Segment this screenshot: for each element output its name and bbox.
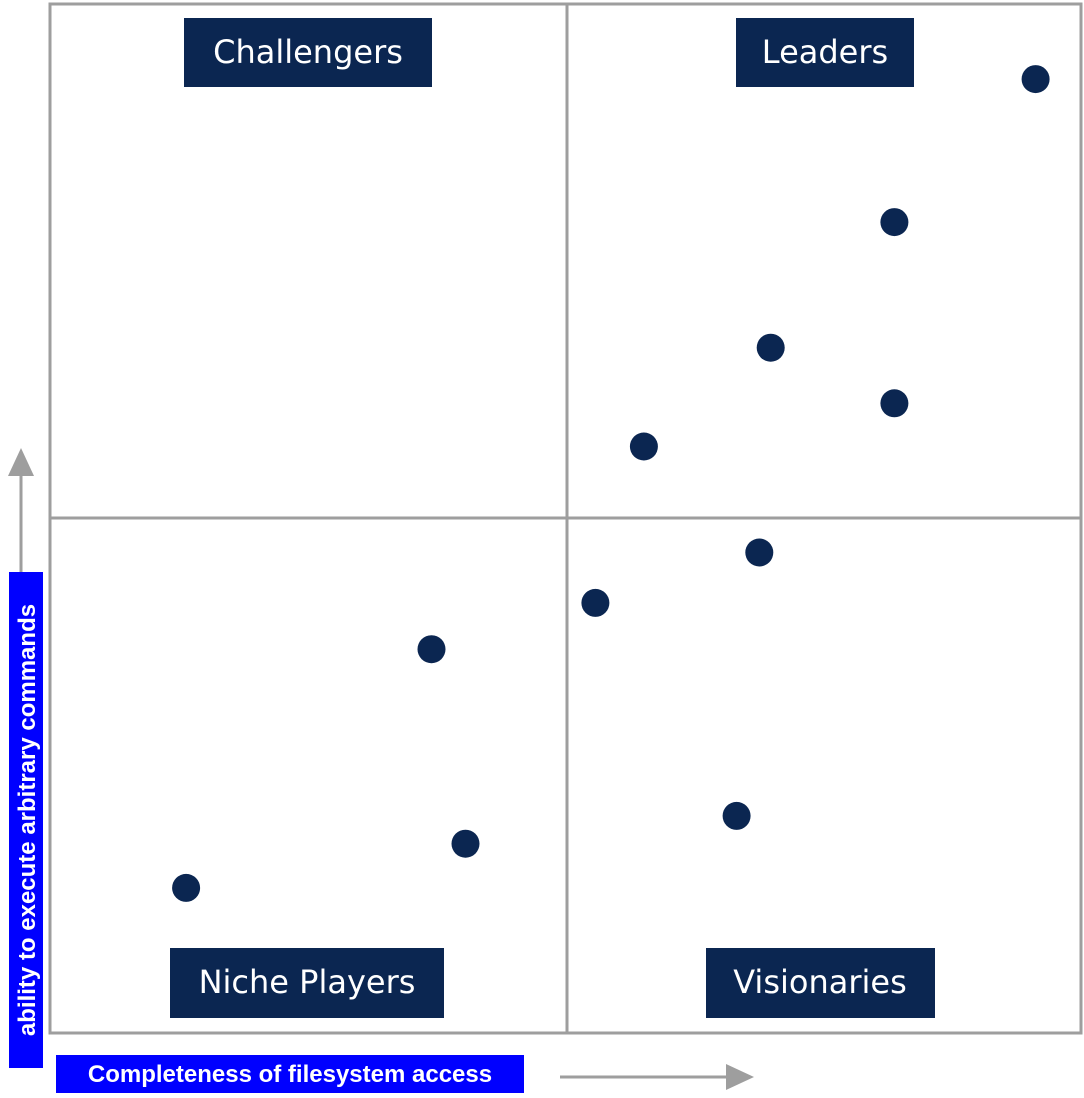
data-point-3 [756,333,785,362]
data-point-4 [880,389,909,418]
quadrant-label-leaders-text: Leaders [762,33,888,71]
x-axis-label: Completeness of filesystem access [56,1055,524,1093]
quadrant-label-visionaries: Visionaries [706,948,935,1018]
quadrant-label-leaders: Leaders [736,18,914,87]
quadrant-label-challengers-text: Challengers [213,33,403,71]
data-point-2 [880,208,909,237]
data-point-10 [451,829,480,858]
quadrant-label-challengers-bg [184,18,432,87]
data-point-9 [722,801,751,830]
x-axis-arrow-head [726,1064,754,1090]
quadrant-label-niche-players-text: Niche Players [199,963,416,1001]
quadrant-label-niche-players: Niche Players [170,948,444,1018]
x-axis-label-bg [56,1055,524,1093]
y-axis-arrow-head [8,448,34,476]
data-points [172,65,1050,902]
y-axis-label: ability to execute arbitrary commands [9,572,43,1068]
data-point-1 [1021,65,1050,94]
data-point-8 [417,635,446,664]
data-point-11 [172,873,201,902]
y-axis-label-text: ability to execute arbitrary commands [14,604,41,1036]
quadrant-label-challengers: Challengers [184,18,432,87]
quadrant-label-visionaries-text: Visionaries [733,963,907,1001]
y-axis-label-bg [9,572,43,1068]
data-point-6 [745,538,774,567]
x-axis-label-text: Completeness of filesystem access [88,1061,492,1088]
quadrant-label-leaders-bg [736,18,914,87]
quadrant-label-visionaries-bg [706,948,935,1018]
data-point-5 [629,432,658,461]
data-point-7 [581,588,610,617]
quadrant-label-niche-players-bg [170,948,444,1018]
x-axis-arrow [560,1064,754,1090]
